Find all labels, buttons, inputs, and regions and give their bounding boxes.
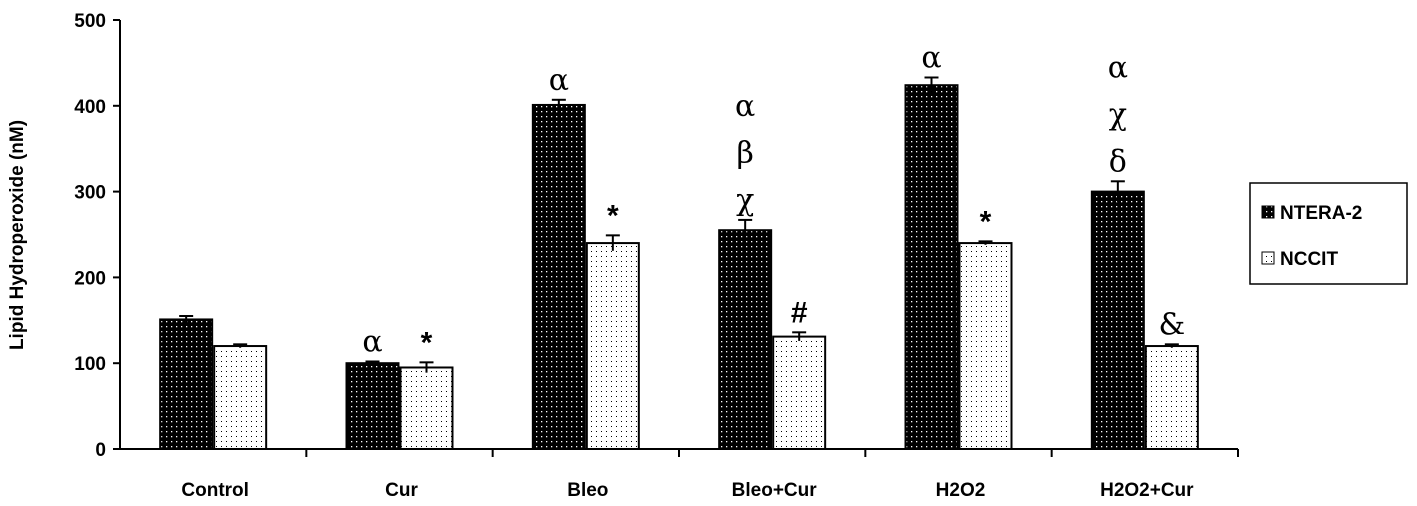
data-annotation: χ <box>1109 97 1127 132</box>
y-tick-label: 400 <box>74 97 106 118</box>
data-annotation: * <box>980 205 992 238</box>
legend-label-ntera2: NTERA-2 <box>1280 203 1362 224</box>
x-tick-label: H2O2+Cur <box>1100 480 1194 501</box>
y-axis-label: Lipid Hydroperoxide (nM) <box>7 120 28 350</box>
legend-swatch-ntera2 <box>1261 205 1275 219</box>
axes: 0 100 200 300 400 500 Control Cur Bleo Bleo+Cur H2… <box>74 11 1239 501</box>
data-annotation: α <box>735 89 755 124</box>
y-tick-label: 200 <box>74 268 106 289</box>
data-annotation: * <box>421 326 433 359</box>
data-annotation: # <box>791 296 808 329</box>
y-tick-label: 500 <box>74 11 106 32</box>
bar <box>904 84 959 450</box>
x-tick-label: Bleo <box>567 480 608 501</box>
legend: NTERA-2 NCCIT <box>1249 182 1408 285</box>
bar <box>213 345 268 451</box>
data-annotation: α <box>362 324 382 359</box>
legend-box <box>1249 182 1408 285</box>
y-tick-label: 100 <box>74 354 106 375</box>
data-annotation: β <box>736 136 753 171</box>
data-annotation: * <box>607 199 619 232</box>
bar <box>772 335 827 450</box>
bar <box>1090 190 1145 450</box>
y-tick-label: 300 <box>74 183 106 204</box>
data-annotation: α <box>1108 50 1128 85</box>
data-annotation: χ <box>736 183 754 218</box>
bar <box>159 318 214 450</box>
y-tick-label: 0 <box>95 440 106 461</box>
x-tick-label: Bleo+Cur <box>732 480 818 501</box>
bar <box>345 362 400 451</box>
annotations: α *α*αβχ#α*αχδ& <box>362 40 1185 359</box>
bar <box>718 229 773 450</box>
bar <box>1144 345 1199 451</box>
legend-swatch-nccit <box>1261 251 1275 265</box>
x-tick-label: H2O2 <box>936 480 986 501</box>
data-annotation: α <box>921 40 941 75</box>
x-tick-label: Cur <box>385 480 418 501</box>
data-annotation: δ <box>1109 144 1127 179</box>
legend-label-nccit: NCCIT <box>1280 249 1338 270</box>
data-annotation: & <box>1158 307 1185 342</box>
bar <box>958 242 1013 450</box>
x-tick-label: Control <box>181 480 249 501</box>
bar <box>399 366 454 450</box>
bars <box>159 76 1199 451</box>
bar <box>531 103 586 451</box>
bar <box>585 242 640 450</box>
data-annotation: α <box>549 63 569 98</box>
